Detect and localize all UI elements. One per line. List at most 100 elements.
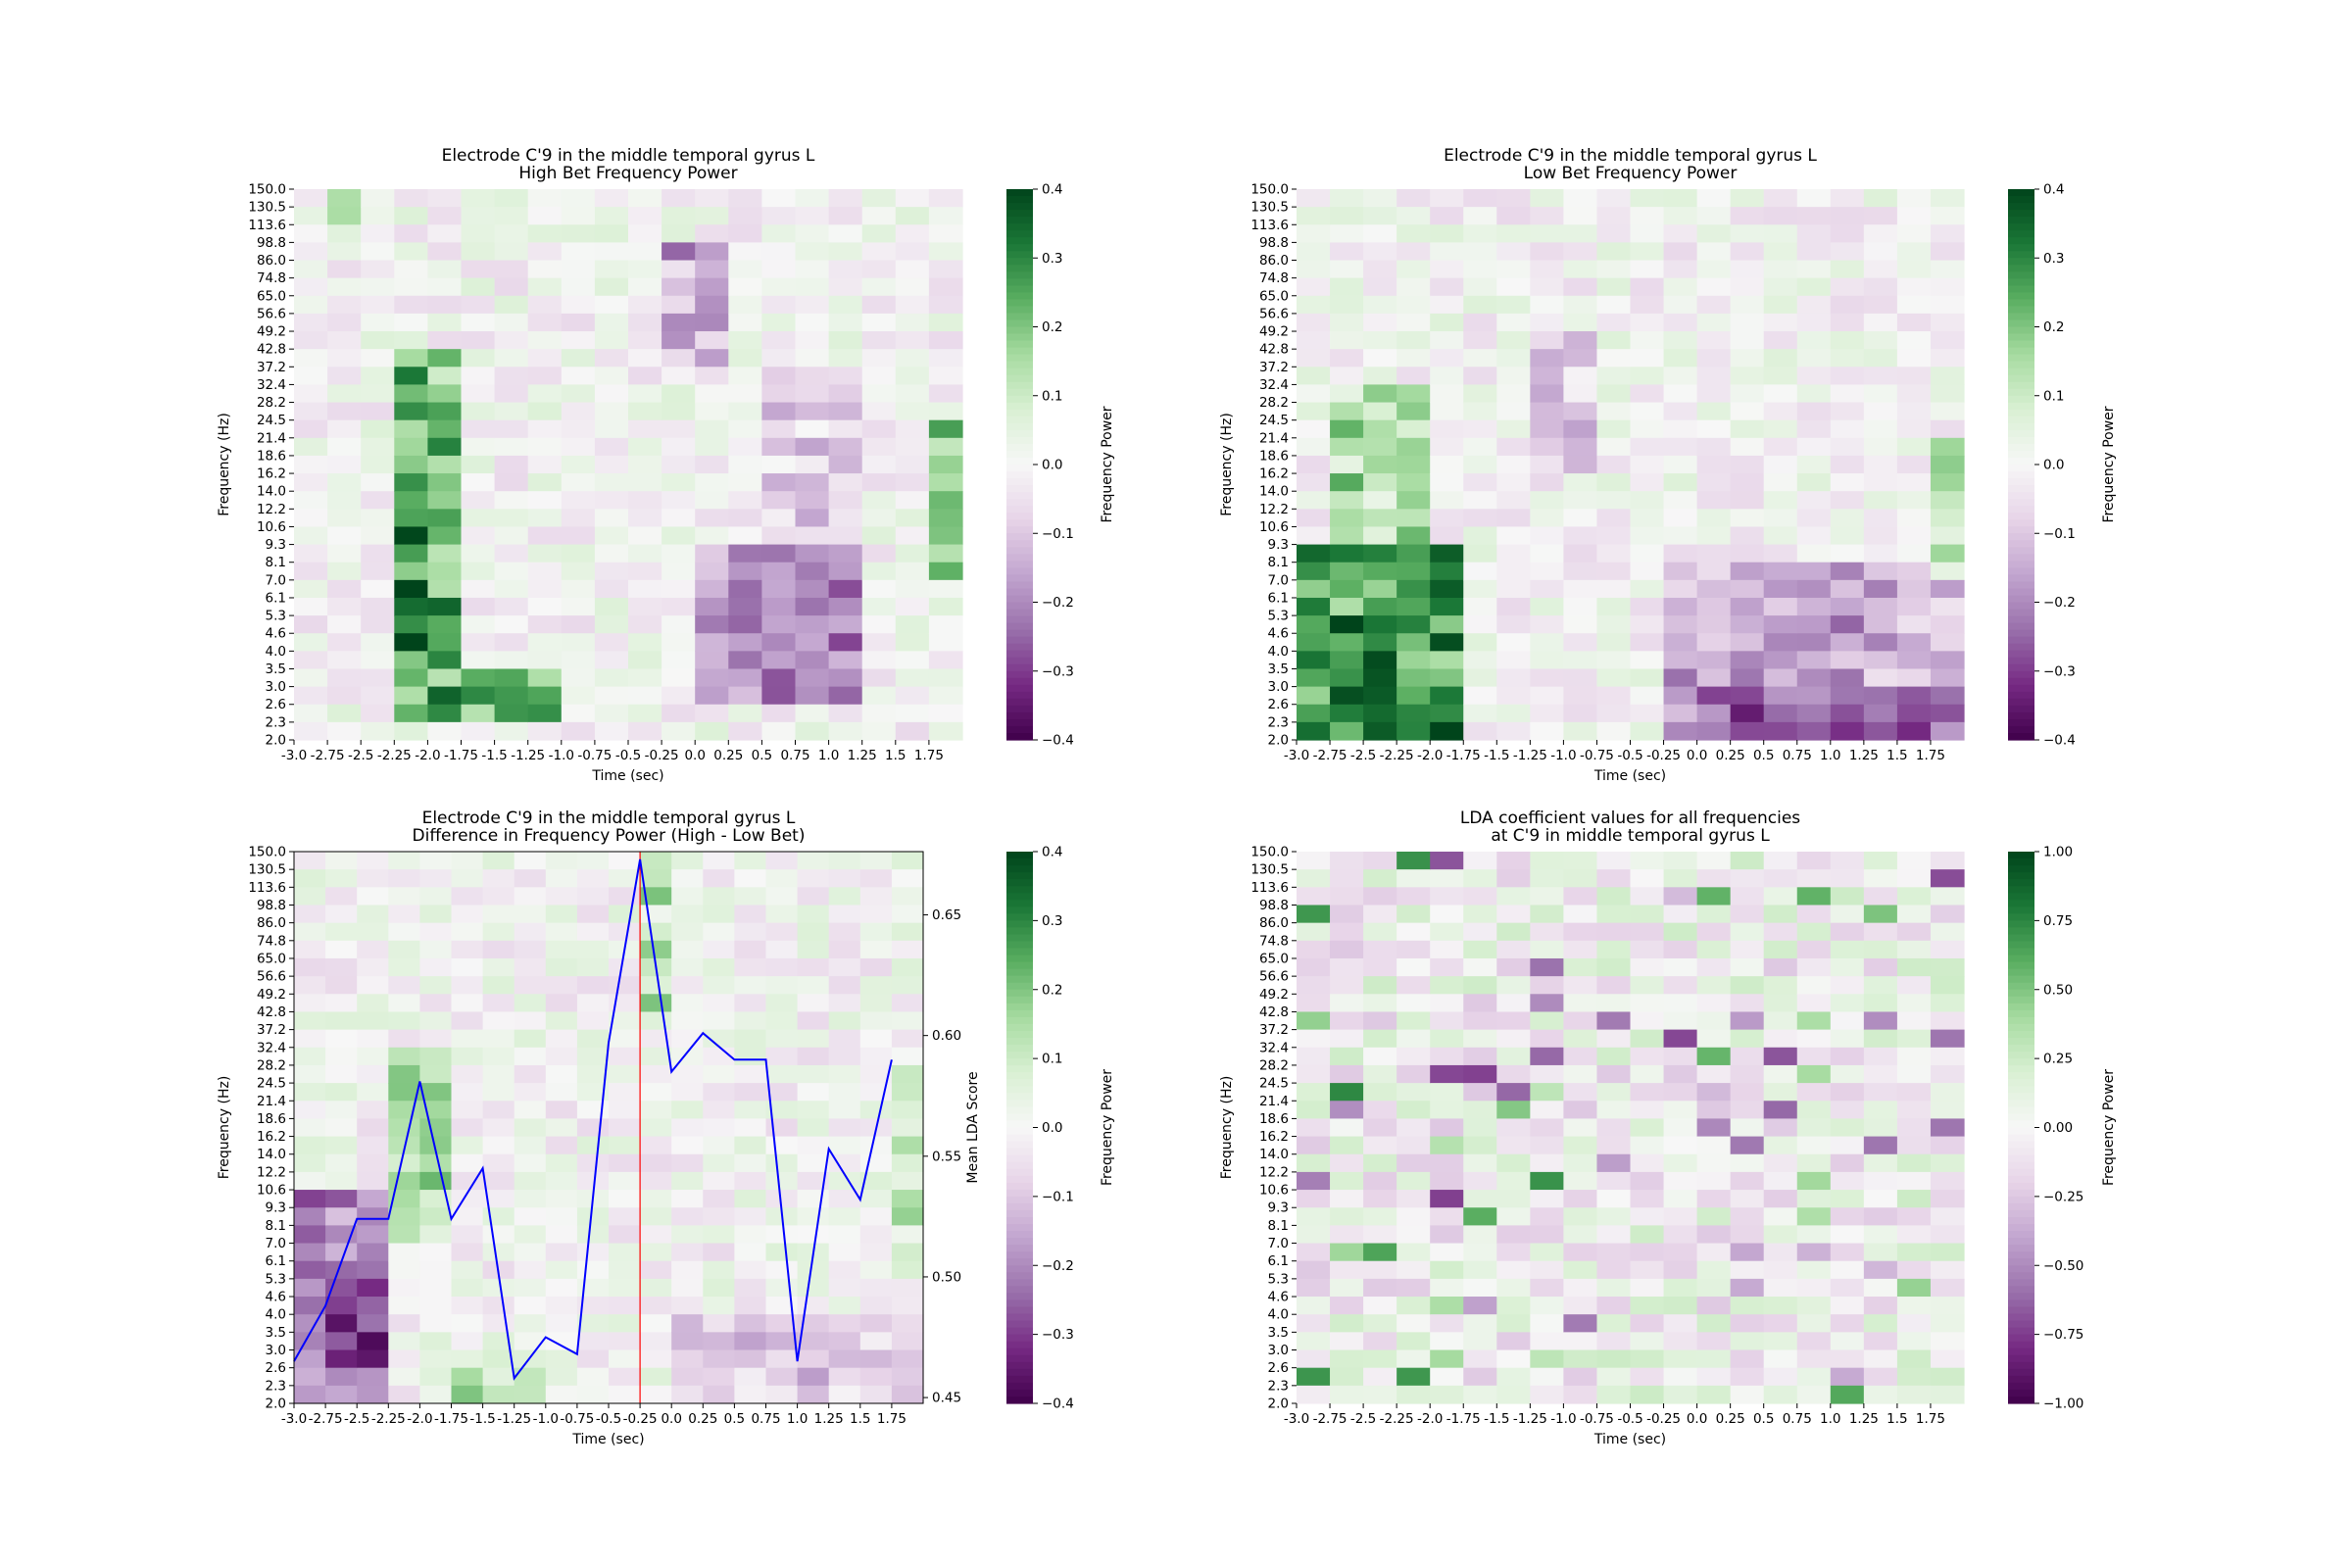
heatmap-cell bbox=[1463, 1243, 1497, 1262]
heatmap-cell bbox=[576, 1101, 610, 1120]
heatmap-cell bbox=[1496, 615, 1531, 634]
heatmap-cell bbox=[494, 686, 529, 706]
heatmap-cell bbox=[1796, 633, 1832, 652]
y-tick-label: 7.0 bbox=[266, 1236, 286, 1251]
heatmap-cell bbox=[1430, 1118, 1464, 1138]
y-tick-label: 2.3 bbox=[1268, 714, 1289, 730]
colorbar-tick-label: 0.1 bbox=[2043, 388, 2064, 404]
y-tick-label: 16.2 bbox=[257, 1129, 286, 1145]
heatmap-cell bbox=[1630, 1225, 1665, 1245]
colorbar-segment bbox=[1006, 1079, 1033, 1087]
colorbar-segment bbox=[2008, 927, 2034, 936]
heatmap-cell bbox=[662, 295, 696, 315]
heatmap-cell bbox=[451, 976, 484, 995]
colorbar-segment bbox=[1006, 265, 1033, 272]
heatmap-cell bbox=[494, 331, 529, 350]
x-tick-label: 0.25 bbox=[688, 1411, 717, 1427]
heatmap-cell bbox=[427, 721, 463, 741]
heatmap-cell bbox=[765, 1136, 799, 1155]
heatmap-cell bbox=[482, 1047, 515, 1066]
heatmap-cell bbox=[561, 633, 596, 652]
heatmap-cell bbox=[797, 887, 830, 906]
heatmap-cell bbox=[1763, 349, 1798, 368]
heatmap-cell bbox=[1630, 1260, 1665, 1280]
heatmap-cell bbox=[1763, 1260, 1798, 1280]
heatmap-cell bbox=[671, 1118, 704, 1138]
heatmap-cell bbox=[1530, 668, 1564, 688]
colorbar-segment bbox=[2008, 1030, 2034, 1039]
heatmap-cell bbox=[703, 1029, 735, 1049]
heatmap-cell bbox=[1930, 526, 1965, 546]
y-tick-label: 16.2 bbox=[257, 466, 286, 482]
colorbar-segment bbox=[2008, 941, 2034, 950]
heatmap-cell bbox=[1863, 313, 1898, 332]
heatmap-cell bbox=[640, 1243, 672, 1262]
heatmap-cell bbox=[1796, 367, 1832, 386]
heatmap-cell bbox=[1696, 957, 1732, 977]
heatmap-cell bbox=[594, 295, 629, 315]
colorbar-segment bbox=[1006, 1224, 1033, 1232]
heatmap-cell bbox=[859, 1297, 893, 1315]
y-tick-label: 32.4 bbox=[1259, 377, 1289, 393]
x-tick-label: -1.5 bbox=[469, 1411, 495, 1427]
heatmap-cell bbox=[859, 1225, 893, 1245]
heatmap-cell bbox=[859, 852, 893, 870]
heatmap-cell bbox=[1297, 704, 1331, 723]
colorbar-tick-label: 0.4 bbox=[1042, 182, 1062, 198]
heatmap-cell bbox=[361, 544, 395, 564]
heatmap-cell bbox=[1830, 331, 1865, 350]
heatmap-cell bbox=[797, 852, 830, 870]
colorbar-segment bbox=[2008, 443, 2034, 452]
heatmap-cell bbox=[1830, 1029, 1865, 1049]
heatmap-cell bbox=[1463, 1367, 1497, 1387]
y-tick-label: 5.3 bbox=[266, 1271, 286, 1287]
heatmap-cell bbox=[1496, 887, 1531, 906]
heatmap-cell bbox=[494, 295, 529, 315]
heatmap-cell bbox=[514, 905, 547, 924]
heatmap-cell bbox=[294, 349, 328, 368]
heatmap-cell bbox=[451, 1243, 484, 1262]
heatmap-cell bbox=[1363, 313, 1397, 332]
heatmap-cell bbox=[1430, 887, 1464, 906]
heatmap-cell bbox=[482, 887, 515, 906]
heatmap-cell bbox=[451, 1136, 484, 1155]
heatmap-cell bbox=[1630, 491, 1665, 510]
heatmap-cell bbox=[1896, 1101, 1932, 1120]
heatmap-cell bbox=[1630, 597, 1665, 616]
heatmap-cell bbox=[891, 940, 924, 959]
heatmap-cell bbox=[594, 313, 629, 332]
heatmap-cell bbox=[1730, 1118, 1765, 1138]
heatmap-cell bbox=[1463, 1314, 1497, 1333]
colorbar-segment bbox=[2008, 1106, 2034, 1115]
colorbar-label: Frequency Power bbox=[2101, 406, 2117, 522]
heatmap-cell bbox=[1796, 1332, 1832, 1351]
heatmap-cell bbox=[1496, 721, 1531, 741]
heatmap-cell bbox=[394, 419, 428, 439]
heatmap-cell bbox=[1763, 419, 1798, 439]
heatmap-cell bbox=[545, 1047, 578, 1066]
heatmap-cell bbox=[1596, 1207, 1632, 1226]
heatmap-cell bbox=[1330, 721, 1364, 741]
x-tick-label: 0.25 bbox=[713, 748, 743, 763]
heatmap-cell bbox=[1830, 367, 1865, 386]
heatmap-cell bbox=[327, 597, 362, 616]
heatmap-cell bbox=[1763, 721, 1798, 741]
heatmap-cell bbox=[695, 437, 729, 457]
heatmap-cell bbox=[1730, 277, 1765, 297]
heatmap-cell bbox=[1396, 1243, 1431, 1262]
heatmap-cell bbox=[1430, 526, 1464, 546]
colorbar-segment bbox=[2008, 622, 2034, 631]
heatmap-cell bbox=[325, 1349, 358, 1369]
colorbar-segment bbox=[1006, 858, 1033, 866]
heatmap-cell bbox=[1730, 526, 1765, 546]
heatmap-cell bbox=[1896, 1047, 1932, 1066]
heatmap-cell bbox=[361, 473, 395, 492]
heatmap-cell bbox=[1630, 1153, 1665, 1173]
heatmap-cell bbox=[1930, 668, 1965, 688]
heatmap-cell bbox=[728, 686, 762, 706]
heatmap-cell bbox=[1430, 331, 1464, 350]
heatmap-cell bbox=[1830, 473, 1865, 492]
heatmap-cell bbox=[1596, 384, 1632, 404]
heatmap-cell bbox=[828, 1278, 861, 1298]
heatmap-cell bbox=[861, 260, 897, 279]
